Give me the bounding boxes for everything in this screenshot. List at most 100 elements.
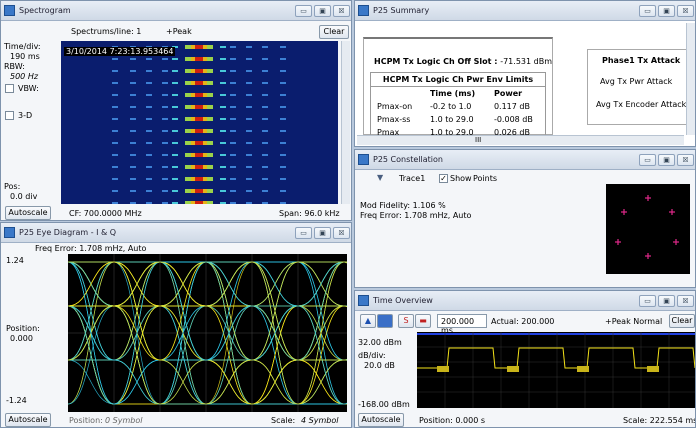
marker-left-button[interactable]: ▲ <box>360 314 376 328</box>
spectrogram-band <box>220 190 226 192</box>
spectrogram-band <box>162 118 168 120</box>
spectrogram-band <box>130 130 136 132</box>
phase1-panel: Phase1 Tx Attack Avg Tx Pwr Attack Avg T… <box>587 49 687 125</box>
spectrogram-band <box>262 106 268 108</box>
maximize-button[interactable]: ▣ <box>314 5 331 17</box>
spectrogram-band <box>220 142 226 144</box>
time-length-input[interactable]: 200.000 ms <box>437 314 487 335</box>
threed-label: 3-D <box>18 111 33 120</box>
spectrogram-band <box>112 94 118 96</box>
autoscale-button[interactable]: Autoscale <box>358 413 404 427</box>
spectrogram-band <box>230 154 236 156</box>
span-value[interactable]: Span: 96.0 kHz <box>279 209 340 218</box>
spectrogram-band <box>130 190 136 192</box>
close-button[interactable]: ☒ <box>333 5 350 17</box>
spectrogram-band <box>246 130 252 132</box>
spectrogram-scrollbar[interactable] <box>341 41 350 204</box>
eye-diagram-plot[interactable] <box>68 254 347 412</box>
col-time: Time (ms) <box>429 89 476 98</box>
scale-value[interactable]: Scale: 222.554 ms <box>623 416 696 425</box>
minimize-button[interactable]: ▭ <box>639 5 656 17</box>
maximize-button[interactable]: ▣ <box>658 295 675 307</box>
mod-fidelity: Mod Fidelity: 1.106 % <box>360 201 446 210</box>
eye-trace <box>68 261 347 361</box>
minimize-button[interactable]: ▭ <box>295 5 312 17</box>
autoscale-button[interactable]: Autoscale <box>5 206 51 220</box>
position-value[interactable]: Position: 0.000 s <box>419 416 485 425</box>
minimize-button[interactable]: ▭ <box>295 227 312 239</box>
spectrogram-band <box>162 166 168 168</box>
top-value[interactable]: 1.24 <box>6 256 24 265</box>
minimize-button[interactable]: ▭ <box>639 295 656 307</box>
trace-selector[interactable]: Trace1 <box>399 174 426 183</box>
eye-titlebar[interactable]: P25 Eye Diagram - I & Q ▭ ▣ ☒ <box>1 223 351 243</box>
spectrogram-band <box>280 106 286 108</box>
center-frequency[interactable]: CF: 700.0000 MHz <box>69 209 142 218</box>
spectrogram-band <box>262 82 268 84</box>
select-button[interactable]: S <box>398 314 414 328</box>
actual-time: Actual: 200.000 <box>491 317 555 326</box>
vbw-checkbox[interactable] <box>5 84 14 93</box>
clear-button[interactable]: Clear <box>669 314 695 328</box>
top-value[interactable]: 32.00 dBm <box>358 338 402 347</box>
time-length-value: 200.000 ms <box>441 317 475 335</box>
constellation-titlebar[interactable]: P25 Constellation ▭ ▣ ☒ <box>355 150 695 170</box>
app-icon <box>4 5 15 16</box>
spectrogram-band <box>262 142 268 144</box>
spectrogram-band <box>220 106 226 108</box>
eye-trace <box>68 305 347 405</box>
app-icon <box>4 227 15 238</box>
close-button[interactable]: ☒ <box>677 295 694 307</box>
spectrogram-band <box>162 70 168 72</box>
spectrogram-band <box>262 166 268 168</box>
close-button[interactable]: ☒ <box>677 5 694 17</box>
constellation-window: P25 Constellation ▭ ▣ ☒ ▼ Trace1 ✓ Show … <box>354 149 696 288</box>
spectrogram-plot[interactable]: 3/10/2014 7:23:13.953464 <box>61 41 338 204</box>
maximize-button[interactable]: ▣ <box>314 227 331 239</box>
autoscale-button[interactable]: Autoscale <box>5 413 51 427</box>
spectrogram-band <box>172 190 178 192</box>
scale-value[interactable]: 4 Symbol <box>301 416 339 425</box>
row-name: Pmax <box>377 128 400 137</box>
spectrogram-band <box>246 118 252 120</box>
rbw-label[interactable]: RBW: <box>4 62 25 71</box>
time-overview-plot[interactable] <box>417 332 695 408</box>
spectrogram-band <box>112 70 118 72</box>
spectrogram-band <box>280 178 286 180</box>
summary-vscroll[interactable] <box>686 23 695 135</box>
spectrogram-image <box>112 45 286 204</box>
maximize-button[interactable]: ▣ <box>658 5 675 17</box>
close-button[interactable]: ☒ <box>333 227 350 239</box>
marker-fill-button[interactable] <box>377 314 393 328</box>
spectrogram-band <box>172 178 178 180</box>
spectrogram-band <box>246 70 252 72</box>
position-footer-value[interactable]: 0 Symbol <box>105 416 143 425</box>
spectrogram-band <box>220 70 226 72</box>
marker-right-button[interactable]: ▬ <box>415 314 431 328</box>
dbdiv-label[interactable]: dB/div: <box>358 351 386 360</box>
pos-label[interactable]: Pos: <box>4 182 21 191</box>
summary-titlebar[interactable]: P25 Summary ▭ ▣ ☒ <box>355 1 695 21</box>
limits-rows: Time (ms) Power Pmax-on -0.2 to 1.0 0.117 d… <box>371 87 545 139</box>
detection-mode[interactable]: +Peak Normal <box>605 317 663 326</box>
summary-hscroll[interactable]: III <box>357 135 684 145</box>
points-label[interactable]: Points <box>473 174 498 183</box>
hscroll-thumb[interactable]: III <box>475 136 482 144</box>
spectrogram-titlebar[interactable]: Spectrogram ▭ ▣ ☒ <box>1 1 351 21</box>
minimize-button[interactable]: ▭ <box>639 154 656 166</box>
position-footer-label: Position: <box>69 416 103 425</box>
spectrogram-band <box>195 165 203 169</box>
time-div-label[interactable]: Time/div: <box>4 42 41 51</box>
threed-checkbox[interactable] <box>5 111 14 120</box>
limits-table: HCPM Tx Logic Ch Pwr Env Limits Time (ms… <box>370 72 546 140</box>
overview-titlebar[interactable]: Time Overview ▭ ▣ ☒ <box>355 291 695 311</box>
maximize-button[interactable]: ▣ <box>658 154 675 166</box>
spectrogram-band <box>280 46 286 48</box>
spectrogram-band <box>172 106 178 108</box>
constellation-plot[interactable] <box>606 184 690 274</box>
clear-button[interactable]: Clear <box>319 25 349 39</box>
show-checkbox[interactable]: ✓ <box>439 174 448 183</box>
close-button[interactable]: ☒ <box>677 154 694 166</box>
position-label[interactable]: Position: <box>6 324 40 333</box>
trace-dropdown-arrow-icon[interactable]: ▼ <box>377 173 384 182</box>
